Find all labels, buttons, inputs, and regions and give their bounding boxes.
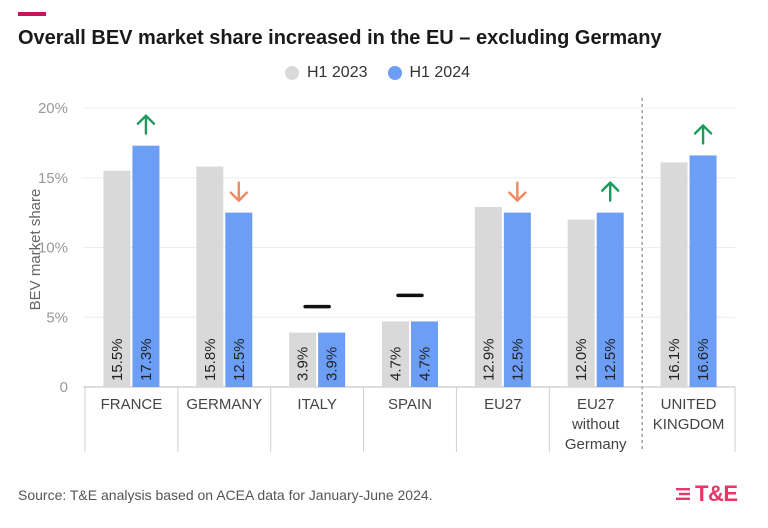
bar-h1-2024 <box>689 155 717 387</box>
chart-title: Overall BEV market share increased in th… <box>18 27 662 49</box>
te-logo: T&E <box>676 481 738 507</box>
trend-up-arrow-icon <box>693 124 713 145</box>
bar-value-label: 16.1% <box>666 338 683 381</box>
x-category-label: ITALY <box>297 396 336 413</box>
x-category-label: Germany <box>565 436 627 453</box>
bar-value-label: 3.9% <box>295 347 312 381</box>
y-tick-label: 20% <box>38 100 68 117</box>
legend-item-h1-2024: H1 2024 <box>387 64 471 82</box>
x-category-label: FRANCE <box>101 396 163 413</box>
trend-down-arrow-icon <box>229 181 248 202</box>
bar-chart: 0 5% 10% 15% 20% BEV market share 15.5% 17.3% FR… <box>27 98 736 453</box>
trend-down-arrow-icon <box>508 181 527 202</box>
y-tick-label: 5% <box>46 309 68 326</box>
bar-value-label: 12.9% <box>480 338 497 381</box>
bar-h1-2023 <box>382 321 409 387</box>
bar-value-label: 15.5% <box>109 338 126 381</box>
x-category-label: UNITED <box>661 396 717 413</box>
legend-swatch-h1-2023 <box>285 66 299 80</box>
bar-value-label: 12.5% <box>602 338 619 381</box>
bar-h1-2023 <box>196 166 224 387</box>
x-category-label: KINGDOM <box>653 416 725 433</box>
x-category-label: EU27 <box>484 396 522 413</box>
trend-up-arrow-icon <box>601 181 620 202</box>
x-category-label: without <box>571 416 620 433</box>
bar-h1-2023 <box>660 162 688 387</box>
bar-h1-2024 <box>596 212 624 387</box>
y-tick-label: 15% <box>38 170 68 187</box>
bar-h1-2024 <box>503 212 531 387</box>
x-category-label: EU27 <box>577 396 615 413</box>
bar-value-label: 4.7% <box>388 347 405 381</box>
bar-h1-2024 <box>411 321 438 387</box>
bar-h1-2024 <box>225 212 253 387</box>
trend-up-arrow-icon <box>136 114 156 135</box>
y-tick-label: 10% <box>38 240 68 257</box>
bar-h1-2023 <box>567 219 595 387</box>
bar-value-label: 17.3% <box>138 338 155 381</box>
bar-value-label: 3.9% <box>324 347 341 381</box>
bar-h1-2024 <box>318 332 346 387</box>
bar-value-label: 16.6% <box>695 338 712 381</box>
bar-value-label: 12.5% <box>231 338 248 381</box>
legend-label-h1-2024: H1 2024 <box>409 64 471 81</box>
x-category-label: GERMANY <box>186 396 262 413</box>
y-axis-label: BEV market share <box>27 189 44 311</box>
legend-label-h1-2023: H1 2023 <box>307 64 368 81</box>
y-tick-label: 0 <box>60 379 68 396</box>
title-accent-bar <box>18 12 46 16</box>
bar-value-label: 15.8% <box>202 338 219 381</box>
bar-h1-2023 <box>289 332 317 387</box>
bar-value-label: 4.7% <box>417 347 434 381</box>
legend-swatch-h1-2024 <box>387 66 402 80</box>
te-logo-mark-icon <box>676 488 690 500</box>
bar-h1-2023 <box>103 170 131 387</box>
bar-value-label: 12.0% <box>573 338 590 381</box>
x-category-label: SPAIN <box>388 396 432 413</box>
chart-legend: H1 2023 H1 2024 <box>285 64 470 82</box>
source-note: Source: T&E analysis based on ACEA data … <box>18 487 433 503</box>
bar-h1-2024 <box>132 145 160 387</box>
legend-item-h1-2023: H1 2023 <box>285 64 368 82</box>
te-logo-text: T&E <box>695 481 738 506</box>
bar-value-label: 12.5% <box>509 338 526 381</box>
bar-h1-2023 <box>474 207 502 387</box>
